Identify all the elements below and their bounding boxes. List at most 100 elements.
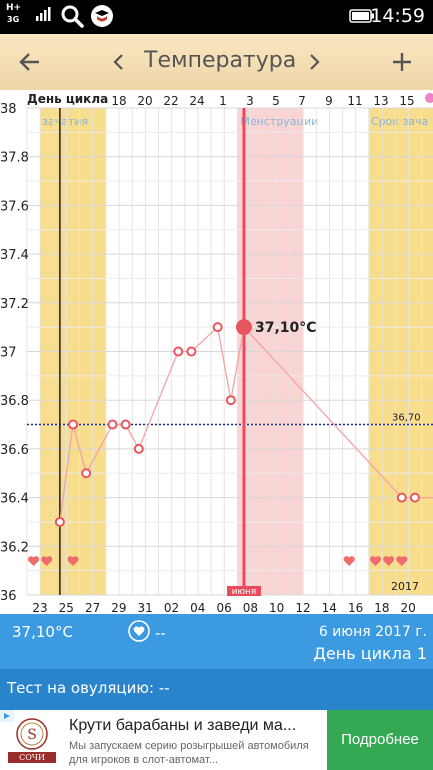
battery-icon [349, 9, 374, 23]
ad-body: Мы запускаем серию розыгрышей автомобиля… [69, 740, 309, 766]
temperature-point [68, 419, 79, 430]
region-label: зачатия [42, 115, 88, 128]
bottom-tick-label: 02 [164, 601, 179, 614]
chevron-left-icon [113, 54, 123, 70]
temperature-point [409, 492, 420, 503]
bottom-tick-label: 18 [374, 601, 389, 614]
status-bar: H+ 3G 14:59 [0, 0, 433, 34]
month-label: июня [232, 587, 257, 597]
y-tick-label: 37.8 [0, 151, 29, 166]
coverline-label: 36,70 [392, 413, 421, 424]
casino-logo-icon: S [8, 718, 56, 763]
top-tick-label: 11 [347, 94, 362, 108]
region-label: Срок зача [371, 115, 428, 128]
search-icon [61, 5, 84, 28]
chevron-right-icon [310, 54, 320, 70]
advertiser-logo-text: СОЧИ [19, 753, 45, 762]
top-tick-label: 18 [111, 94, 126, 108]
temperature-point [396, 492, 407, 503]
top-tick-label: 15 [399, 94, 414, 108]
y-tick-label: 36.6 [0, 443, 29, 458]
bottom-tick-label: 04 [190, 601, 205, 614]
top-tick-label: 24 [189, 94, 204, 108]
y-tick-label: 36.8 [0, 394, 29, 409]
back-button[interactable] [10, 34, 50, 90]
temperature-point [133, 443, 144, 454]
selected-temperature: 37,10°C [12, 623, 73, 641]
heart-icon [67, 556, 79, 566]
y-tick-label: 37.6 [0, 199, 29, 214]
temperature-chart[interactable]: зачатия Менструации Срок зача 38 37.8 37.6 37.… [0, 90, 433, 615]
bottom-tick-label: 29 [111, 601, 126, 614]
temperature-point [54, 516, 65, 527]
svg-text:S: S [27, 727, 37, 743]
top-tick-label: 3 [246, 94, 254, 108]
top-tick-label: 22 [163, 94, 178, 108]
temperature-point [186, 346, 197, 357]
y-tick-label: 36.2 [0, 540, 29, 555]
heart-circle-icon[interactable] [127, 619, 151, 643]
ovulation-test-label: Тест на овуляцию: -- [7, 679, 170, 697]
region-label: Менструации [240, 115, 318, 128]
y-tick-label: 36.4 [0, 492, 29, 507]
bottom-tick-label: 31 [138, 601, 153, 614]
temperature-point [173, 346, 184, 357]
y-tick-label: 36 [0, 589, 17, 604]
top-tick-label: 9 [325, 94, 333, 108]
bottom-tick-label: 20 [401, 601, 416, 614]
bottom-tick-label: 25 [59, 601, 74, 614]
ad-cta-button[interactable]: Подробнее [327, 710, 433, 770]
cycle-day-label: День цикла 1 [313, 644, 427, 663]
ad-banner[interactable]: S СОЧИ Крути барабаны и заведи ма... Мы … [0, 710, 433, 770]
year-label: 2017 [391, 580, 419, 593]
top-tick-label: 20 [137, 94, 152, 108]
y-tick-label: 37 [0, 346, 17, 361]
previous-cycle-button[interactable] [105, 34, 133, 90]
toolbar: Температура [0, 34, 433, 90]
heart-icon [396, 556, 408, 566]
bottom-tick-label: 14 [322, 601, 337, 614]
page-title: Температура [144, 48, 297, 73]
top-tick-label: 13 [373, 94, 388, 108]
bottom-tick-label: 12 [295, 601, 310, 614]
y-tick-label: 37.4 [0, 248, 29, 263]
x-header-label: День цикла [27, 92, 108, 106]
y-tick-label: 38 [0, 102, 17, 117]
top-tick-label: 7 [298, 94, 306, 108]
top-tick-label: 1 [219, 94, 227, 108]
temperature-line [59, 325, 433, 523]
top-tick-label: 5 [272, 94, 280, 108]
temperature-point [107, 419, 118, 430]
ovulation-test-row[interactable]: Тест на овуляцию: -- [0, 669, 433, 710]
selected-point-label: 37,10°C [255, 320, 317, 336]
next-cycle-button[interactable] [300, 34, 328, 90]
advertiser-logo: S СОЧИ [4, 714, 60, 766]
bottom-tick-label: 08 [243, 601, 258, 614]
y-tick-label: 37.2 [0, 297, 29, 312]
top-marker [425, 93, 433, 103]
selected-point [235, 319, 252, 336]
bottom-tick-label: 16 [348, 601, 363, 614]
plus-icon [393, 53, 411, 71]
heart-icon [41, 556, 53, 566]
temperature-point [120, 419, 131, 430]
heart-icon [383, 556, 395, 566]
bottom-tick-label: 23 [32, 601, 47, 614]
bottom-tick-label: 27 [85, 601, 100, 614]
network-indicator: H+ 3G [6, 3, 22, 25]
month-label-bg [226, 586, 261, 596]
signal-icon [36, 7, 51, 21]
ad-headline: Крути барабаны и заведи ма... [69, 717, 297, 734]
bottom-tick-label: 10 [269, 601, 284, 614]
heart-icon [28, 556, 40, 566]
add-button[interactable] [382, 34, 422, 90]
temperature-point [81, 468, 92, 479]
bottom-tick-label: 06 [216, 601, 231, 614]
ad-info-icon[interactable] [0, 710, 14, 722]
app-badge-icon [91, 5, 113, 27]
intercourse-value: -- [155, 624, 166, 642]
chart-canvas[interactable]: зачатия Менструации Срок зача 38 37.8 37.6 37.… [0, 90, 433, 615]
clock: 14:59 [370, 5, 425, 27]
heart-icon [343, 556, 355, 566]
selected-day-info[interactable]: 37,10°C -- 6 июня 2017 г. День цикла 1 [0, 614, 433, 669]
